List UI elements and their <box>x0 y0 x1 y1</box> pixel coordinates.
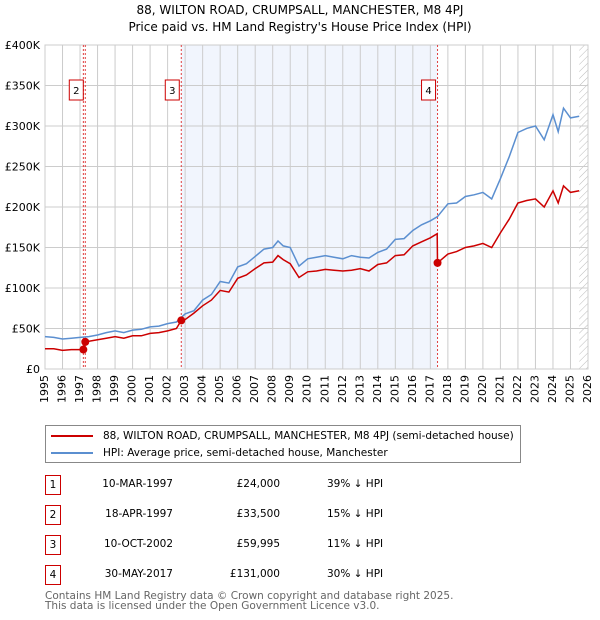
x-tick-label: 1999 <box>108 375 121 403</box>
transaction-date: 18-APR-1997 <box>105 508 173 520</box>
transaction-number: 1 <box>45 475 61 495</box>
x-tick-label: 2003 <box>178 375 191 403</box>
transaction-row: 4 30-MAY-2017 £131,000 30% ↓ HPI <box>45 565 525 585</box>
x-tick-label: 2019 <box>458 375 471 403</box>
marker-label-4: 4 <box>425 86 431 97</box>
marker-box-2 <box>68 79 84 101</box>
transaction-number: 2 <box>45 505 61 525</box>
legend-label: HPI: Average price, semi-detached house,… <box>103 447 388 459</box>
legend-swatch-blue <box>51 452 93 454</box>
marker-label-3: 3 <box>169 86 175 97</box>
x-tick-label: 2004 <box>196 375 209 403</box>
transaction-hpi: 30% ↓ HPI <box>327 568 384 580</box>
x-tick-label: 1998 <box>91 375 104 403</box>
legend-label: 88, WILTON ROAD, CRUMPSALL, MANCHESTER, … <box>103 430 514 442</box>
x-tick-label: 2010 <box>301 375 314 403</box>
transaction-date: 30-MAY-2017 <box>104 568 173 580</box>
x-tick-label: 2000 <box>126 375 139 403</box>
x-tick-label: 2015 <box>388 375 401 403</box>
x-tick-label: 2018 <box>441 375 454 403</box>
price-chart: 1995 1996 1997 1998 1999 2000 2001 2002 2003 2004… <box>5 39 594 403</box>
transaction-price: £24,000 <box>236 478 280 490</box>
transaction-date: 10-OCT-2002 <box>104 538 173 550</box>
x-tick-label: 2002 <box>161 375 174 403</box>
sale-point-4 <box>433 258 442 267</box>
x-tick-label: 2011 <box>318 375 331 403</box>
y-tick-label: £400K <box>5 39 41 52</box>
plot-frame <box>44 44 589 370</box>
hpi-line <box>44 106 580 340</box>
x-tick-label: 2021 <box>493 375 506 403</box>
sale-point-3 <box>177 316 186 325</box>
y-tick-label: £200K <box>5 201 41 214</box>
sale-point-1 <box>79 345 88 354</box>
transaction-price: £33,500 <box>236 508 280 520</box>
x-tick-label: 2007 <box>248 375 261 403</box>
x-tick-label: 2022 <box>511 375 524 403</box>
x-tick-label: 2008 <box>266 375 279 403</box>
property-price-line <box>45 184 580 352</box>
x-tick-label: 2005 <box>213 375 226 403</box>
y-tick-label: £50K <box>12 323 41 336</box>
x-tick-label: 2016 <box>406 375 419 403</box>
footer-copyright: Contains HM Land Registry data © Crown c… <box>45 590 454 602</box>
transaction-price: £131,000 <box>229 568 280 580</box>
transaction-row: 3 10-OCT-2002 £59,995 11% ↓ HPI <box>45 535 525 555</box>
marker-label-2: 2 <box>73 86 79 97</box>
chart-title: 88, WILTON ROAD, CRUMPSALL, MANCHESTER, … <box>136 3 464 17</box>
legend-swatch-red <box>51 435 93 437</box>
transaction-hpi: 39% ↓ HPI <box>327 478 384 490</box>
x-tick-label: 2013 <box>353 375 366 403</box>
y-tick-label: £150K <box>5 242 41 255</box>
x-tick-label: 2009 <box>283 375 296 403</box>
y-tick-label: £100K <box>5 282 41 295</box>
x-tick-label: 2024 <box>546 375 559 403</box>
x-tick-label: 1997 <box>73 375 86 403</box>
x-tick-label: 2025 <box>563 375 576 403</box>
legend-item-hpi: HPI: Average price, semi-detached house,… <box>46 445 388 461</box>
transaction-price: £59,995 <box>236 538 280 550</box>
y-tick-label: £250K <box>5 161 41 174</box>
x-tick-label: 1995 <box>38 375 51 403</box>
legend: 88, WILTON ROAD, CRUMPSALL, MANCHESTER, … <box>45 425 521 463</box>
x-tick-label: 2023 <box>528 375 541 403</box>
transaction-number: 4 <box>45 565 61 585</box>
transaction-number: 3 <box>45 535 61 555</box>
x-tick-label: 2017 <box>423 375 436 403</box>
x-tick-label: 2014 <box>371 375 384 403</box>
sale-point-2 <box>81 337 90 346</box>
y-tick-label: £0 <box>26 363 40 376</box>
transaction-hpi: 15% ↓ HPI <box>327 508 384 520</box>
legend-item-property: 88, WILTON ROAD, CRUMPSALL, MANCHESTER, … <box>46 428 514 444</box>
transaction-date: 10-MAR-1997 <box>102 478 173 490</box>
x-tick-label: 2006 <box>231 375 244 403</box>
transaction-hpi: 11% ↓ HPI <box>327 538 384 550</box>
y-tick-label: £300K <box>5 120 41 133</box>
marker-box-4 <box>421 79 437 101</box>
transaction-row: 2 18-APR-1997 £33,500 15% ↓ HPI <box>45 505 525 525</box>
x-tick-label: 2012 <box>336 375 349 403</box>
x-tick-label: 2026 <box>581 375 594 403</box>
marker-box-3 <box>164 79 180 101</box>
footer-licence: This data is licensed under the Open Gov… <box>45 600 380 612</box>
x-tick-label: 2020 <box>476 375 489 403</box>
chart-subtitle: Price paid vs. HM Land Registry's House … <box>128 20 472 34</box>
x-tick-label: 1996 <box>56 375 69 403</box>
y-tick-label: £350K <box>5 80 41 93</box>
x-tick-label: 2001 <box>143 375 156 403</box>
transaction-row: 1 10-MAR-1997 £24,000 39% ↓ HPI <box>45 475 525 495</box>
